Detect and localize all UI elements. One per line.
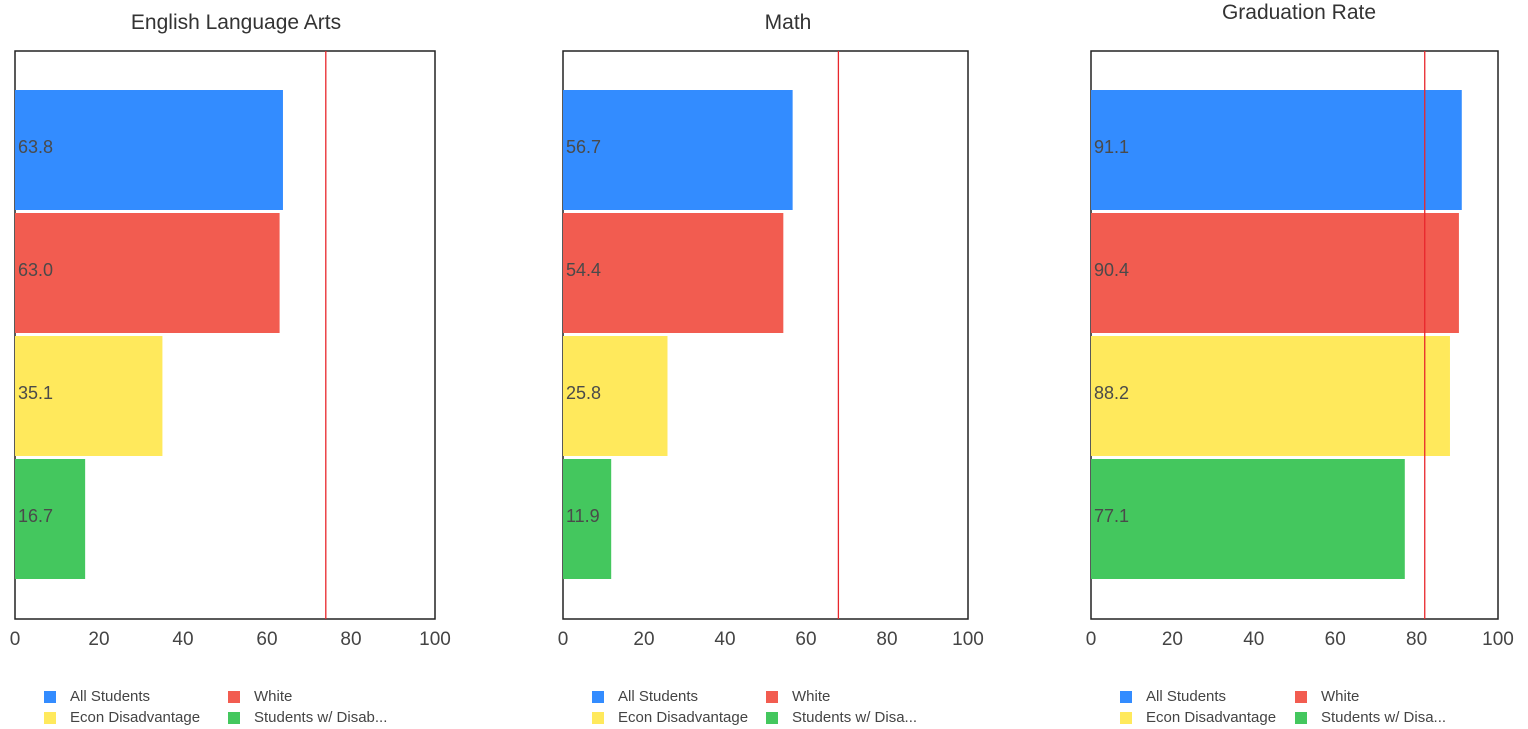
legend-swatch bbox=[1295, 691, 1307, 703]
legend-item: All Students bbox=[44, 688, 150, 705]
x-tick-label: 20 bbox=[633, 629, 654, 650]
x-tick-label: 100 bbox=[1482, 629, 1514, 650]
legend-label: All Students bbox=[70, 688, 150, 705]
x-tick-label: 100 bbox=[952, 629, 984, 650]
x-tick-label: 40 bbox=[172, 629, 193, 650]
plot-frame bbox=[14, 50, 436, 620]
x-tick-label: 60 bbox=[256, 629, 277, 650]
x-tick-label: 40 bbox=[714, 629, 735, 650]
legend-label: Students w/ Disab... bbox=[254, 709, 387, 726]
chart-title: Graduation Rate bbox=[1222, 1, 1376, 24]
legend-label: All Students bbox=[1146, 688, 1226, 705]
legend-swatch bbox=[766, 712, 778, 724]
bar-white bbox=[1091, 213, 1459, 333]
legend-swatch bbox=[1120, 691, 1132, 703]
data-label: 11.9 bbox=[566, 506, 600, 526]
data-label: 56.7 bbox=[566, 137, 601, 157]
plot-frame bbox=[562, 50, 969, 620]
legend-label: White bbox=[1321, 688, 1359, 705]
legend-swatch bbox=[44, 712, 56, 724]
legend-item: All Students bbox=[592, 688, 698, 705]
plot-frame bbox=[1090, 50, 1499, 620]
data-label: 77.1 bbox=[1094, 506, 1129, 526]
legend-label: Students w/ Disa... bbox=[792, 709, 917, 726]
chart-panel-graduation-rate: Graduation Rate 91.1 90.4 88.2 77.1 0 20 40 60 80… bbox=[1072, 0, 1528, 729]
legend-item: Students w/ Disa... bbox=[1295, 709, 1446, 726]
x-tick-label: 40 bbox=[1243, 629, 1264, 650]
chart-panel-ela: English Language Arts 63.8 63.0 35.1 16.7 0 20… bbox=[0, 0, 520, 729]
bar-all-students bbox=[15, 90, 283, 210]
legend-label: Econ Disadvantage bbox=[70, 709, 200, 726]
legend-swatch bbox=[592, 712, 604, 724]
bar-econ-disadvantage bbox=[15, 336, 163, 456]
legend-label: All Students bbox=[618, 688, 698, 705]
legend-item: Econ Disadvantage bbox=[44, 709, 200, 726]
chart-svg: Math 56.7 54.4 25.8 11.9 0 20 40 60 80 100 All Stud… bbox=[558, 11, 984, 726]
chart-svg: English Language Arts 63.8 63.0 35.1 16.7 0 20… bbox=[10, 11, 451, 726]
legend-item: White bbox=[228, 688, 292, 705]
x-tick-label: 60 bbox=[1325, 629, 1346, 650]
x-tick-label: 80 bbox=[1406, 629, 1427, 650]
legend-swatch bbox=[228, 712, 240, 724]
bar-white bbox=[563, 213, 784, 333]
x-tick-label: 0 bbox=[10, 629, 21, 650]
data-label: 63.8 bbox=[18, 137, 53, 157]
x-tick-label: 80 bbox=[876, 629, 897, 650]
data-label: 90.4 bbox=[1094, 260, 1129, 280]
legend-item: All Students bbox=[1120, 688, 1226, 705]
data-label: 63.0 bbox=[18, 260, 53, 280]
bar-students-w-disabilities bbox=[1091, 459, 1405, 579]
legend-item: White bbox=[1295, 688, 1359, 705]
legend-label: White bbox=[254, 688, 292, 705]
legend-swatch bbox=[766, 691, 778, 703]
bar-econ-disadvantage bbox=[1091, 336, 1450, 456]
legend-item: Students w/ Disa... bbox=[766, 709, 917, 726]
legend-label: Econ Disadvantage bbox=[1146, 709, 1276, 726]
legend-item: Students w/ Disab... bbox=[228, 709, 387, 726]
legend-swatch bbox=[592, 691, 604, 703]
bar-students-w-disabilities bbox=[15, 459, 86, 579]
legend-label: Econ Disadvantage bbox=[618, 709, 748, 726]
x-tick-label: 100 bbox=[419, 629, 451, 650]
chart-title: Math bbox=[765, 11, 812, 34]
x-tick-label: 0 bbox=[558, 629, 569, 650]
chart-title: English Language Arts bbox=[131, 11, 341, 34]
bar-white bbox=[15, 213, 280, 333]
x-tick-label: 60 bbox=[795, 629, 816, 650]
bar-all-students bbox=[1091, 90, 1462, 210]
x-tick-label: 0 bbox=[1086, 629, 1097, 650]
legend-swatch bbox=[228, 691, 240, 703]
bar-students-w-disabilities bbox=[563, 459, 612, 579]
data-label: 88.2 bbox=[1094, 383, 1129, 403]
legend-swatch bbox=[1295, 712, 1307, 724]
data-label: 54.4 bbox=[566, 260, 601, 280]
x-tick-label: 20 bbox=[88, 629, 109, 650]
x-tick-label: 80 bbox=[340, 629, 361, 650]
legend-item: White bbox=[766, 688, 830, 705]
data-label: 35.1 bbox=[18, 383, 53, 403]
legend-swatch bbox=[44, 691, 56, 703]
bar-all-students bbox=[563, 90, 793, 210]
data-label: 16.7 bbox=[18, 506, 53, 526]
chart-svg: Graduation Rate 91.1 90.4 88.2 77.1 0 20 40 60 80… bbox=[1086, 1, 1514, 726]
chart-panel-math: Math 56.7 54.4 25.8 11.9 0 20 40 60 80 100 All Stud… bbox=[528, 0, 1048, 729]
legend-label: Students w/ Disa... bbox=[1321, 709, 1446, 726]
data-label: 25.8 bbox=[566, 383, 601, 403]
legend-swatch bbox=[1120, 712, 1132, 724]
legend-item: Econ Disadvantage bbox=[1120, 709, 1276, 726]
legend-item: Econ Disadvantage bbox=[592, 709, 748, 726]
legend-label: White bbox=[792, 688, 830, 705]
bar-econ-disadvantage bbox=[563, 336, 668, 456]
x-tick-label: 20 bbox=[1162, 629, 1183, 650]
data-label: 91.1 bbox=[1094, 137, 1129, 157]
